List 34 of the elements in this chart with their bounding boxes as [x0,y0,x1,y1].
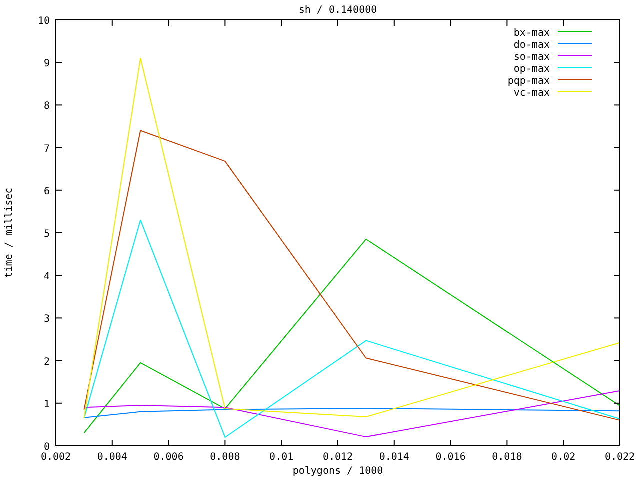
x-tick-label: 0.014 [379,452,410,463]
x-tick-label: 0.004 [97,452,128,463]
y-tick-label: 3 [44,314,50,326]
x-tick-label: 0.018 [492,452,522,463]
line-series [84,390,620,438]
x-axis-title: polygons / 1000 [292,466,384,477]
legend-label: pqp-max [508,76,550,87]
line-series [84,130,620,421]
legend-label: so-max [514,52,550,63]
y-tick-label: 7 [44,144,50,155]
y-tick-label: 8 [44,101,50,112]
x-tick-label: 0.006 [154,452,184,463]
legend-label: bx-max [514,28,550,39]
chart-title: sh / 0.140000 [298,5,378,16]
x-tick-label: 0.012 [322,452,354,463]
y-tick-label: 10 [38,16,50,27]
y-axis-title: time / millisec [4,188,15,278]
x-tick-label: 0.022 [604,452,636,463]
x-tick-label: 0.01 [270,452,294,463]
legend-label: do-max [514,40,550,51]
y-tick-label: 9 [44,58,50,70]
y-tick-label: 5 [44,229,50,240]
y-tick-label: 4 [44,272,50,283]
legend-label: vc-max [514,88,550,99]
y-tick-label: 2 [44,356,50,368]
x-tick-label: 0.002 [40,452,72,463]
y-tick-label: 1 [44,399,50,410]
legend-label: op-max [514,64,550,75]
x-tick-label: 0.016 [436,452,466,463]
y-tick-label: 6 [44,186,50,198]
x-tick-label: 0.008 [210,452,240,463]
y-tick-label: 0 [44,442,50,453]
line-series [84,408,620,418]
x-tick-label: 0.02 [552,452,576,463]
